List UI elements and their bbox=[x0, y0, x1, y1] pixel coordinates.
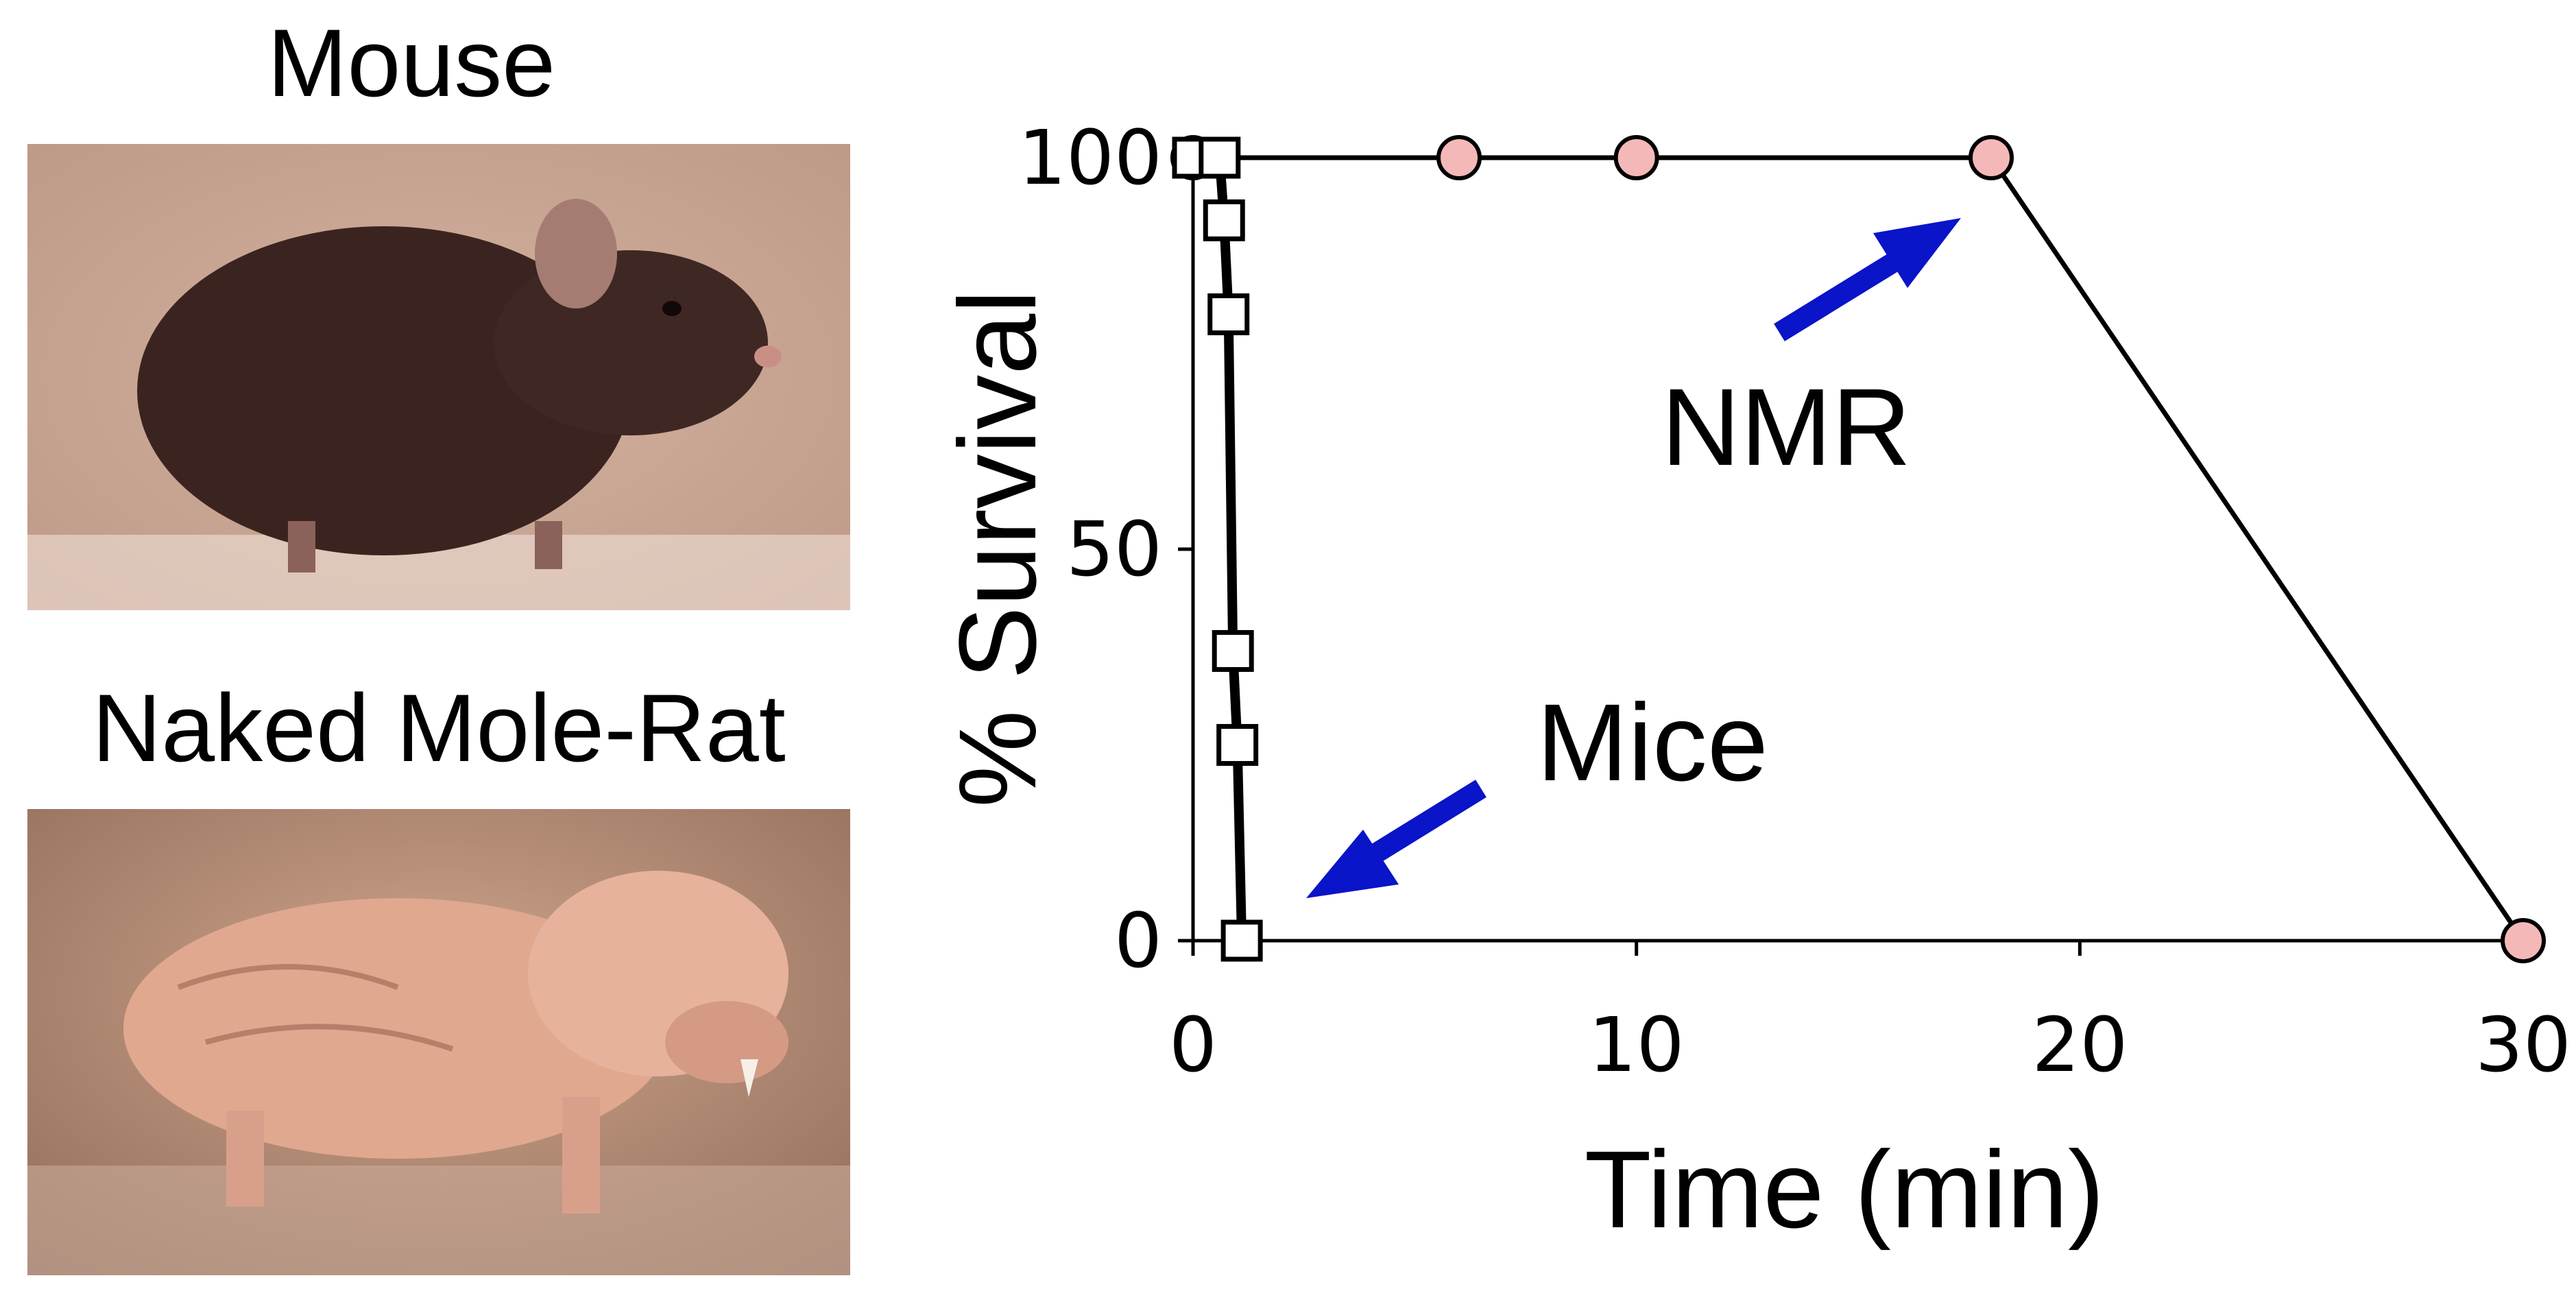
data-markers bbox=[1170, 135, 2546, 963]
data-point-mice bbox=[1220, 919, 1263, 962]
series-line-mice bbox=[1193, 153, 1247, 941]
naked-mole-rat-icon bbox=[123, 871, 789, 1214]
y-tick-label: 50 bbox=[1066, 505, 1162, 593]
mouse-title: Mouse bbox=[267, 9, 555, 117]
mice-label: Mice bbox=[1537, 681, 1768, 804]
data-point-nmr bbox=[1436, 135, 1482, 180]
x-tick-label: 30 bbox=[2475, 1001, 2571, 1089]
data-point-nmr bbox=[2501, 918, 2546, 963]
x-tick-label: 20 bbox=[2032, 1001, 2128, 1089]
axis-ticks: 0 10 20 30 0 50 100 bbox=[1018, 114, 2571, 1089]
nmr-arrow-icon bbox=[1774, 218, 1961, 341]
nmr-title: Naked Mole-Rat bbox=[92, 674, 786, 782]
x-axis-title: Time (min) bbox=[1585, 1128, 2104, 1251]
data-point-nmr bbox=[1613, 135, 1659, 180]
data-point-mice bbox=[1203, 199, 1245, 241]
y-tick-label: 0 bbox=[1114, 897, 1162, 985]
mouse-photo bbox=[27, 144, 850, 610]
nmr-annotation: NMR bbox=[1661, 218, 1961, 488]
y-axis-title: % Survival bbox=[936, 289, 1059, 808]
naked-mole-rat-photo bbox=[27, 809, 850, 1275]
mice-annotation: Mice bbox=[1306, 681, 1768, 898]
survival-chart: 0 10 20 30 0 50 100 % Survival Time (min) bbox=[936, 114, 2571, 1251]
data-point-nmr bbox=[1969, 135, 2014, 180]
x-tick-label: 0 bbox=[1169, 1001, 1217, 1089]
y-tick-label: 100 bbox=[1018, 114, 1162, 202]
x-tick-label: 10 bbox=[1589, 1001, 1685, 1089]
nmr-label: NMR bbox=[1661, 365, 1911, 488]
data-point-mice bbox=[1212, 629, 1254, 672]
mouse-icon bbox=[137, 199, 782, 572]
data-point-mice bbox=[1216, 724, 1259, 766]
mice-arrow-icon bbox=[1306, 780, 1486, 898]
data-point-mice bbox=[1207, 293, 1250, 335]
data-point-mice bbox=[1199, 136, 1241, 179]
